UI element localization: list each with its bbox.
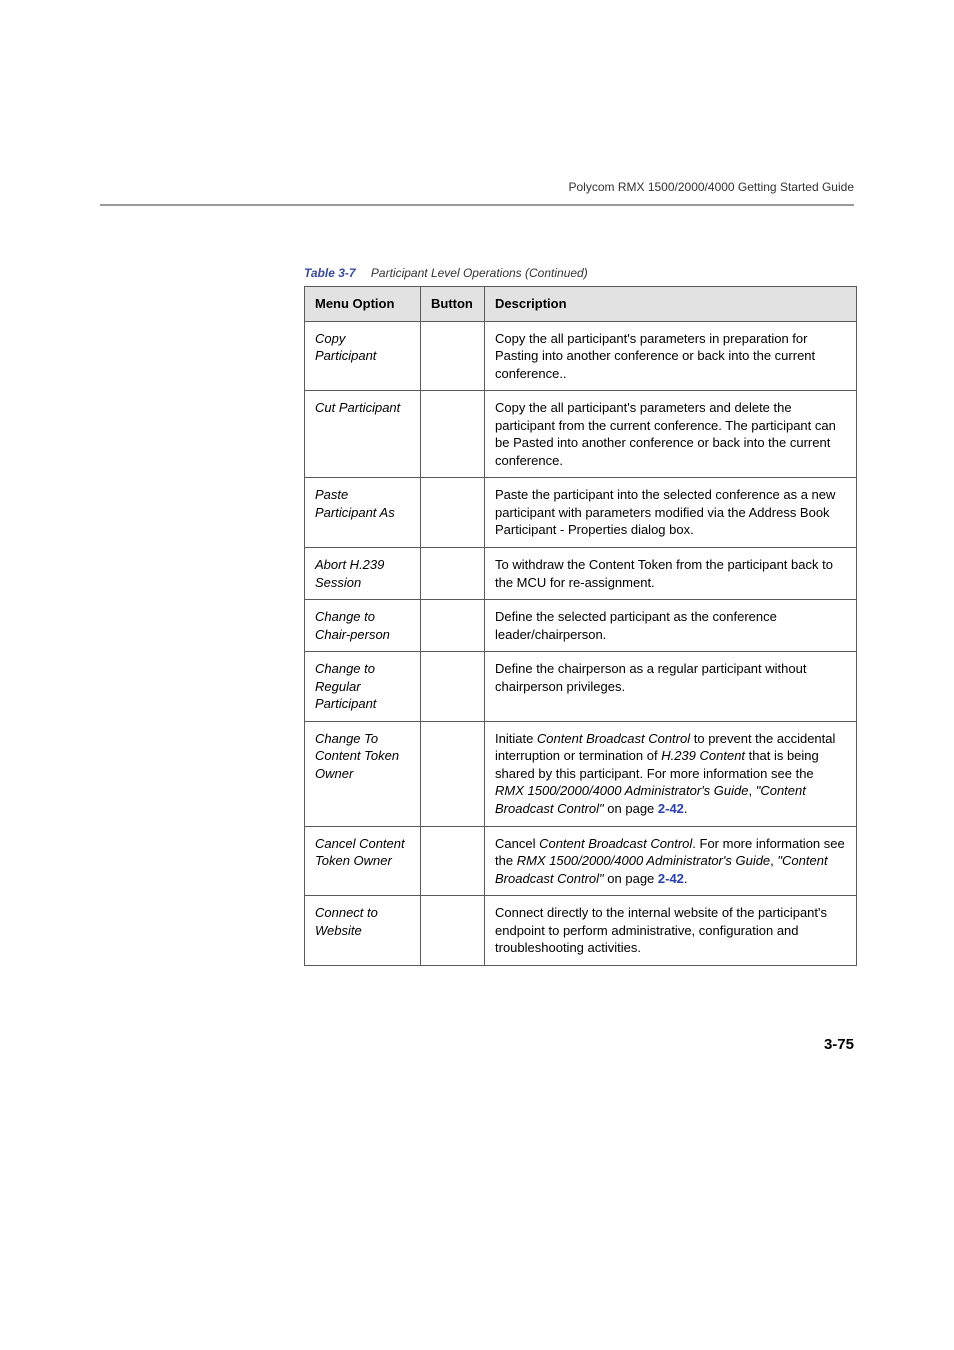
page-container: Polycom RMX 1500/2000/4000 Getting Start… — [0, 0, 954, 1113]
participant-operations-table: Menu Option Button Description Copy Part… — [304, 286, 857, 966]
table-caption-label: Table 3-7 — [304, 266, 356, 280]
cell-button — [421, 391, 485, 478]
desc-italic: Content Broadcast Control — [537, 731, 690, 746]
cell-description: Define the selected participant as the c… — [485, 600, 857, 652]
cell-menu: Cancel Content Token Owner — [305, 826, 421, 896]
cell-button — [421, 548, 485, 600]
table-row: Copy Participant Copy the all participan… — [305, 321, 857, 391]
cell-button — [421, 478, 485, 548]
doc-header-title: Polycom RMX 1500/2000/4000 Getting Start… — [100, 180, 854, 194]
table-row: Abort H.239 Session To withdraw the Cont… — [305, 548, 857, 600]
cell-menu: Change to Regular Participant — [305, 652, 421, 722]
table-row: Cut Participant Copy the all participant… — [305, 391, 857, 478]
cell-menu: Paste Participant As — [305, 478, 421, 548]
desc-text: Cancel — [495, 836, 539, 851]
desc-italic: Content Broadcast Control — [539, 836, 692, 851]
cell-menu: Connect to Website — [305, 896, 421, 966]
desc-italic: RMX 1500/2000/4000 Administrator's Guide — [517, 853, 770, 868]
cell-button — [421, 652, 485, 722]
desc-text: Initiate — [495, 731, 537, 746]
table-row: Connect to Website Connect directly to t… — [305, 896, 857, 966]
desc-text: on page — [604, 801, 658, 816]
header-rule — [100, 204, 854, 206]
cell-description: Initiate Content Broadcast Control to pr… — [485, 721, 857, 826]
table-row: Change to Chair-person Define the select… — [305, 600, 857, 652]
cell-description: Copy the all participant's parameters in… — [485, 321, 857, 391]
cell-menu: Change to Chair-person — [305, 600, 421, 652]
col-header-description: Description — [485, 287, 857, 322]
cell-description: Define the chairperson as a regular part… — [485, 652, 857, 722]
desc-text: on page — [604, 871, 658, 886]
cell-menu: Change To Content Token Owner — [305, 721, 421, 826]
cell-description: To withdraw the Content Token from the p… — [485, 548, 857, 600]
desc-italic: H.239 Content — [661, 748, 745, 763]
page-number: 3-75 — [100, 1036, 854, 1053]
cell-description: Copy the all participant's parameters an… — [485, 391, 857, 478]
cell-button — [421, 721, 485, 826]
desc-italic: RMX 1500/2000/4000 Administrator's Guide — [495, 783, 748, 798]
cell-button — [421, 826, 485, 896]
cell-button — [421, 321, 485, 391]
col-header-menu: Menu Option — [305, 287, 421, 322]
table-row: Change To Content Token Owner Initiate C… — [305, 721, 857, 826]
cell-description: Paste the participant into the selected … — [485, 478, 857, 548]
cell-button — [421, 896, 485, 966]
desc-text: . — [684, 871, 688, 886]
page-ref-link[interactable]: 2-42 — [658, 871, 684, 886]
table-caption-text: Participant Level Operations (Continued) — [371, 266, 588, 280]
cell-menu: Abort H.239 Session — [305, 548, 421, 600]
table-caption: Table 3-7 Participant Level Operations (… — [304, 266, 854, 280]
table-row: Cancel Content Token Owner Cancel Conten… — [305, 826, 857, 896]
desc-text: . — [684, 801, 688, 816]
cell-description: Connect directly to the internal website… — [485, 896, 857, 966]
table-row: Paste Participant As Paste the participa… — [305, 478, 857, 548]
cell-description: Cancel Content Broadcast Control. For mo… — [485, 826, 857, 896]
col-header-button: Button — [421, 287, 485, 322]
cell-button — [421, 600, 485, 652]
table-row: Change to Regular Participant Define the… — [305, 652, 857, 722]
desc-text: , — [748, 783, 755, 798]
cell-menu: Cut Participant — [305, 391, 421, 478]
page-ref-link[interactable]: 2-42 — [658, 801, 684, 816]
table-header-row: Menu Option Button Description — [305, 287, 857, 322]
cell-menu: Copy Participant — [305, 321, 421, 391]
